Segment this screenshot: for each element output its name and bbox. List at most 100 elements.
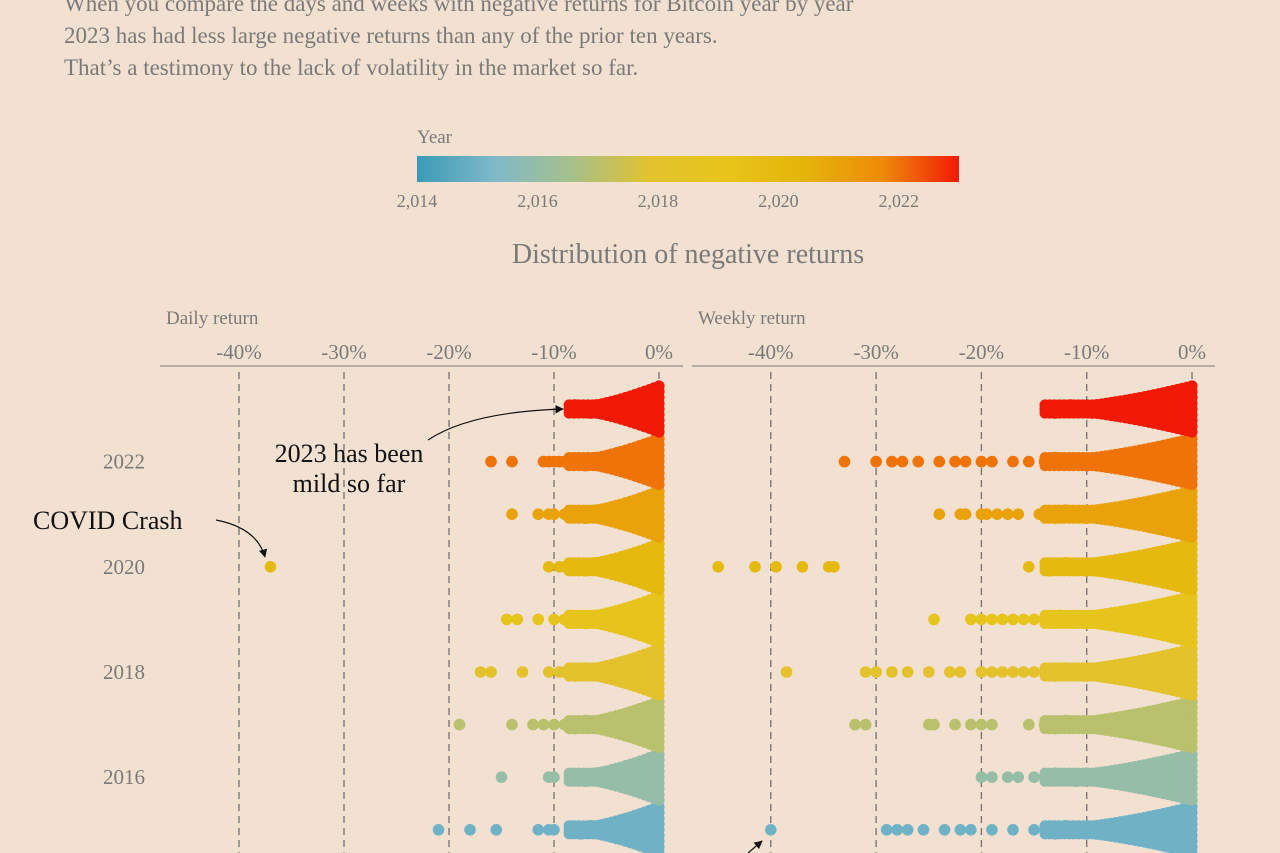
data-point xyxy=(986,718,998,731)
data-point xyxy=(1091,820,1104,832)
data-point xyxy=(590,767,602,779)
data-point xyxy=(1112,617,1125,630)
data-point xyxy=(1080,828,1093,840)
data-point xyxy=(548,718,560,731)
legend-title: Year xyxy=(417,127,453,148)
x-tick-label: -40% xyxy=(216,340,262,364)
data-point xyxy=(1091,504,1104,516)
data-point xyxy=(1080,617,1093,630)
year-label: 2018 xyxy=(103,660,145,684)
data-point xyxy=(1007,455,1019,468)
data-point xyxy=(1154,662,1167,674)
data-point xyxy=(912,455,925,468)
data-point xyxy=(569,561,581,573)
data-point xyxy=(1154,557,1167,569)
data-point xyxy=(1091,557,1104,569)
data-point xyxy=(600,670,613,682)
data-point xyxy=(975,718,988,731)
data-point xyxy=(954,666,967,678)
data-point xyxy=(1049,407,1061,419)
intro-line-3: That’s a testimony to the lack of volati… xyxy=(64,55,639,80)
data-point xyxy=(1123,820,1135,832)
legend-gradient-bar xyxy=(417,156,959,182)
data-point xyxy=(975,508,988,520)
data-point xyxy=(474,666,487,678)
data-point xyxy=(1144,670,1156,682)
data-point xyxy=(1165,455,1177,468)
legend-tick-label: 2,016 xyxy=(517,191,558,211)
data-point xyxy=(986,455,998,468)
data-point xyxy=(1154,451,1167,464)
data-point xyxy=(1080,512,1093,524)
data-point xyxy=(1154,504,1167,516)
data-point xyxy=(1080,459,1093,472)
data-point xyxy=(1112,828,1125,840)
data-point xyxy=(949,718,961,731)
data-point xyxy=(579,775,592,787)
data-point xyxy=(1007,666,1019,678)
data-point xyxy=(621,767,634,779)
data-point xyxy=(886,455,898,468)
data-point xyxy=(590,451,602,464)
data-point xyxy=(1091,451,1104,464)
data-point xyxy=(770,561,782,573)
color-legend: Year 2,014 2,016 2,018 2,020 2,022 xyxy=(397,127,959,211)
data-point xyxy=(1059,557,1072,569)
data-point xyxy=(1101,718,1114,731)
data-point xyxy=(1070,561,1082,573)
legend-tick-label: 2,022 xyxy=(879,191,920,211)
legend-tick-label: 2,020 xyxy=(758,191,799,211)
data-point xyxy=(558,718,571,731)
year-labels: 2022 2020 2018 2016 xyxy=(103,450,145,790)
data-point xyxy=(896,455,909,468)
data-point xyxy=(569,722,581,735)
data-point xyxy=(1154,767,1167,779)
annotation-covid-text: COVID Crash xyxy=(33,506,183,535)
data-point xyxy=(1123,557,1135,569)
data-point xyxy=(986,613,998,626)
data-point xyxy=(1165,508,1177,520)
data-point xyxy=(600,561,613,573)
data-point xyxy=(542,771,555,783)
data-point xyxy=(584,820,597,832)
data-point xyxy=(1070,775,1082,787)
data-point xyxy=(1059,714,1072,727)
data-point xyxy=(986,666,998,678)
data-point xyxy=(901,666,914,678)
data-point xyxy=(880,824,893,836)
data-point xyxy=(1144,459,1156,472)
data-point xyxy=(532,508,545,520)
data-point xyxy=(917,824,930,836)
data-point xyxy=(1112,670,1125,682)
data-point xyxy=(632,561,644,573)
data-point xyxy=(922,718,935,731)
x-tick-label: -20% xyxy=(426,340,472,364)
data-point xyxy=(621,666,634,678)
data-point xyxy=(527,718,539,731)
year-label: 2020 xyxy=(103,555,145,579)
data-point xyxy=(1133,666,1146,678)
data-point xyxy=(537,718,550,731)
data-point xyxy=(954,508,967,520)
data-point xyxy=(590,557,602,569)
data-point xyxy=(1049,828,1061,840)
x-tick-label: 0% xyxy=(645,340,673,364)
data-point xyxy=(975,613,988,626)
data-point xyxy=(1038,613,1051,626)
data-point xyxy=(1001,771,1014,783)
data-point xyxy=(600,722,613,735)
data-point xyxy=(1101,455,1114,468)
data-point xyxy=(453,718,466,731)
data-point xyxy=(569,771,581,783)
data-point xyxy=(506,508,518,520)
data-point xyxy=(1038,666,1051,678)
data-point xyxy=(1101,666,1114,678)
data-point xyxy=(1080,722,1093,735)
data-point xyxy=(548,613,560,626)
data-point xyxy=(859,666,872,678)
data-point xyxy=(1138,403,1151,415)
data-point xyxy=(859,718,872,731)
data-point xyxy=(1038,824,1051,836)
data-point xyxy=(959,455,972,468)
data-point xyxy=(621,718,634,731)
